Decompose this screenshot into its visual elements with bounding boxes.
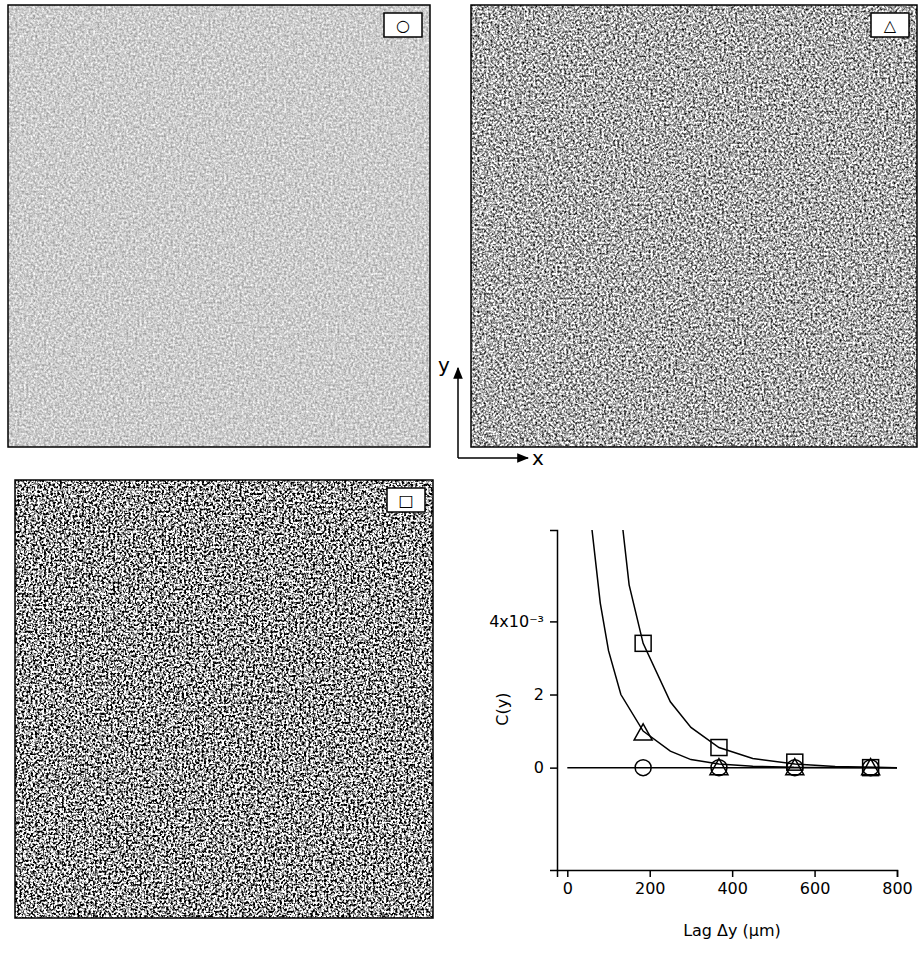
data-point <box>862 759 880 775</box>
x-tick-label: 800 <box>882 879 913 898</box>
y-arrow <box>457 368 459 458</box>
x-tick: 400 <box>717 870 748 898</box>
y-tick-label: 4x10⁻³ <box>489 612 544 631</box>
data-point <box>787 760 803 776</box>
image-panel: ○ <box>8 5 430 447</box>
x-tick: 0 <box>563 870 573 898</box>
x-tick-mark <box>814 870 816 877</box>
fit-line <box>592 530 897 768</box>
x-arrow-label: x <box>532 446 544 470</box>
data-point <box>711 740 727 756</box>
y-tick: 0 <box>534 758 557 777</box>
panel-symbol: ○ <box>396 16 410 35</box>
x-axis-title: Lag Δy (µm) <box>683 921 781 940</box>
figure: ○△□yx0200400600800024x10⁻³Lag Δy (µm)C(y… <box>0 0 921 961</box>
data-point <box>786 759 804 775</box>
y-tick-mark <box>550 767 557 769</box>
image-panel: □ <box>15 480 433 918</box>
panel-symbol: □ <box>398 491 413 510</box>
x-tick-label: 0 <box>563 879 573 898</box>
x-tick-mark <box>897 870 899 877</box>
y-axis: 0 2 4x10⁻³ <box>489 531 557 871</box>
panel-symbol: △ <box>884 16 897 35</box>
x-tick: 800 <box>882 870 913 898</box>
image-frame <box>8 5 430 447</box>
symbol-box <box>871 13 909 37</box>
image-frame <box>471 5 917 447</box>
x-tick-mark <box>649 870 651 877</box>
y-axis-title: C(y) <box>493 693 512 726</box>
y-tick: 4x10⁻³ <box>489 612 557 631</box>
x-tick: 200 <box>635 870 666 898</box>
noise-image <box>15 480 433 918</box>
image-panel: △ <box>471 5 917 447</box>
data-point <box>711 760 727 776</box>
y-tick-label: 2 <box>534 685 544 704</box>
orientation-arrows: yx <box>438 353 544 470</box>
y-arrow-label: y <box>438 353 450 377</box>
y-axis-line <box>550 531 558 871</box>
x-tick-mark <box>732 870 734 877</box>
x-tick-label: 600 <box>800 879 831 898</box>
x-tick: 600 <box>800 870 831 898</box>
symbol-box <box>384 13 422 37</box>
image-frame <box>15 480 433 918</box>
x-axis: 0 200 400 600 800 <box>558 870 913 898</box>
symbol-box <box>387 488 425 512</box>
plot-area <box>567 530 897 776</box>
x-tick-mark <box>567 870 569 877</box>
x-tick-label: 200 <box>635 879 666 898</box>
x-arrow <box>458 457 528 459</box>
data-point <box>863 760 879 776</box>
noise-image <box>471 5 917 447</box>
data-point <box>787 754 803 770</box>
y-tick: 2 <box>534 685 557 704</box>
data-point <box>710 759 728 775</box>
x-tick-label: 400 <box>717 879 748 898</box>
y-tick-mark <box>550 694 557 696</box>
y-tick-label: 0 <box>534 758 544 777</box>
data-point <box>635 635 651 651</box>
x-axis-line <box>558 871 898 878</box>
noise-image <box>8 5 430 447</box>
data-point <box>863 760 879 776</box>
fit-line <box>623 530 897 768</box>
data-point <box>635 760 651 776</box>
y-tick-mark <box>550 621 557 623</box>
data-point <box>634 724 652 740</box>
